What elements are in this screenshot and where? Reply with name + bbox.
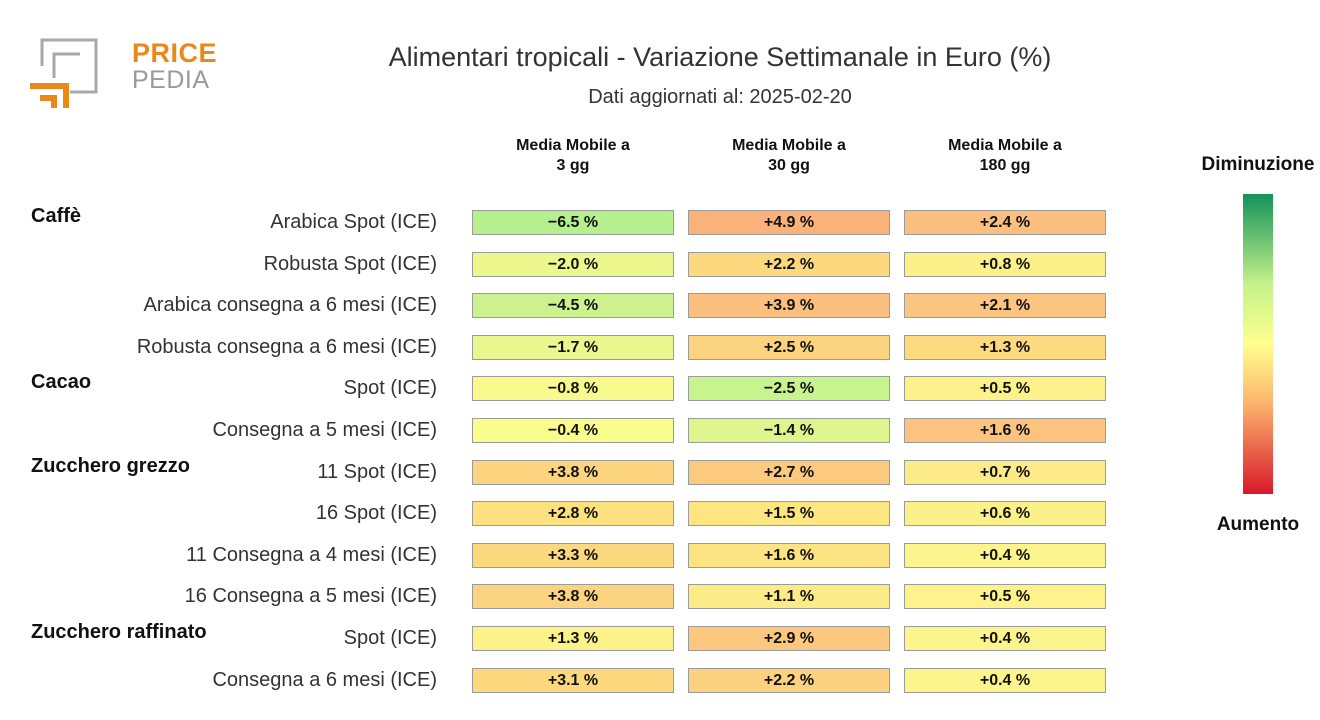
heatmap-cell: +0.4 % bbox=[904, 668, 1106, 693]
logo-mark-icon bbox=[30, 38, 98, 108]
heatmap-cell: +0.5 % bbox=[904, 376, 1106, 401]
heatmap-cell: +2.8 % bbox=[472, 501, 674, 526]
heatmap-cell: −2.5 % bbox=[688, 376, 890, 401]
heatmap-cell: +3.9 % bbox=[688, 293, 890, 318]
legend-top-label: Diminuzione bbox=[1201, 154, 1315, 175]
heatmap-cell: +3.1 % bbox=[472, 668, 674, 693]
row-label: 11 Consegna a 4 mesi (ICE) bbox=[186, 544, 437, 566]
row-label: 16 Consegna a 5 mesi (ICE) bbox=[184, 585, 437, 607]
row-label: Arabica consegna a 6 mesi (ICE) bbox=[143, 294, 437, 316]
heatmap-cell: +0.6 % bbox=[904, 501, 1106, 526]
heatmap-cell: −2.0 % bbox=[472, 252, 674, 277]
heatmap-cell: +2.1 % bbox=[904, 293, 1106, 318]
heatmap-cell: −0.8 % bbox=[472, 376, 674, 401]
heatmap-cell: +3.3 % bbox=[472, 543, 674, 568]
chart-subtitle: Dati aggiornati al: 2025-02-20 bbox=[588, 86, 852, 108]
row-label: 16 Spot (ICE) bbox=[315, 502, 437, 524]
heatmap-cell: −6.5 % bbox=[472, 210, 674, 235]
heatmap-cell: −0.4 % bbox=[472, 418, 674, 443]
heatmap-cell: +3.8 % bbox=[472, 460, 674, 485]
group-label: Caffè bbox=[31, 205, 82, 227]
heatmap-cell: +4.9 % bbox=[688, 210, 890, 235]
row-label: Robusta consegna a 6 mesi (ICE) bbox=[136, 336, 437, 358]
row-label: Robusta Spot (ICE) bbox=[263, 253, 437, 275]
logo-word-price: PRICE bbox=[132, 38, 218, 68]
column-header-30gg: Media Mobile a 30 gg bbox=[732, 137, 846, 174]
legend-color-scale bbox=[1243, 194, 1273, 494]
heatmap-cell: +1.1 % bbox=[688, 584, 890, 609]
heatmap-cell: +2.7 % bbox=[688, 460, 890, 485]
row-label: Consegna a 5 mesi (ICE) bbox=[212, 419, 437, 441]
row-label: 11 Spot (ICE) bbox=[317, 461, 437, 483]
legend-bottom-label: Aumento bbox=[1216, 514, 1300, 535]
row-label: Consegna a 6 mesi (ICE) bbox=[212, 669, 437, 691]
heatmap-cell: +0.8 % bbox=[904, 252, 1106, 277]
heatmap-cell: −1.7 % bbox=[472, 335, 674, 360]
column-header-3gg: Media Mobile a 3 gg bbox=[516, 137, 630, 174]
heatmap-cell: +1.6 % bbox=[688, 543, 890, 568]
heatmap-cell: +0.4 % bbox=[904, 543, 1106, 568]
heatmap-cell: +2.5 % bbox=[688, 335, 890, 360]
logo-word-pedia: PEDIA bbox=[132, 66, 210, 94]
heatmap-cell: −4.5 % bbox=[472, 293, 674, 318]
column-header-180gg: Media Mobile a 180 gg bbox=[948, 137, 1062, 174]
heatmap-cell: +2.9 % bbox=[688, 626, 890, 651]
row-label: Spot (ICE) bbox=[343, 377, 437, 399]
heatmap-cell: +2.2 % bbox=[688, 668, 890, 693]
heatmap-cell: +1.5 % bbox=[688, 501, 890, 526]
group-label: Cacao bbox=[31, 371, 92, 393]
pricepedia-logo: PRICE PEDIA bbox=[30, 38, 217, 110]
chart-title: Alimentari tropicali - Variazione Settim… bbox=[388, 42, 1052, 72]
heatmap-cell: −1.4 % bbox=[688, 418, 890, 443]
heatmap-cell: +2.4 % bbox=[904, 210, 1106, 235]
heatmap-cell: +3.8 % bbox=[472, 584, 674, 609]
row-label: Arabica Spot (ICE) bbox=[270, 211, 437, 233]
heatmap-cell: +1.3 % bbox=[472, 626, 674, 651]
heatmap-cell: +0.4 % bbox=[904, 626, 1106, 651]
row-label: Spot (ICE) bbox=[343, 627, 437, 649]
heatmap-cell: +2.2 % bbox=[688, 252, 890, 277]
heatmap-cell: +0.5 % bbox=[904, 584, 1106, 609]
heatmap-cell: +0.7 % bbox=[904, 460, 1106, 485]
group-label: Zucchero raffinato bbox=[31, 621, 207, 643]
heatmap-cell: +1.3 % bbox=[904, 335, 1106, 360]
group-label: Zucchero grezzo bbox=[31, 455, 190, 477]
heatmap-cell: +1.6 % bbox=[904, 418, 1106, 443]
